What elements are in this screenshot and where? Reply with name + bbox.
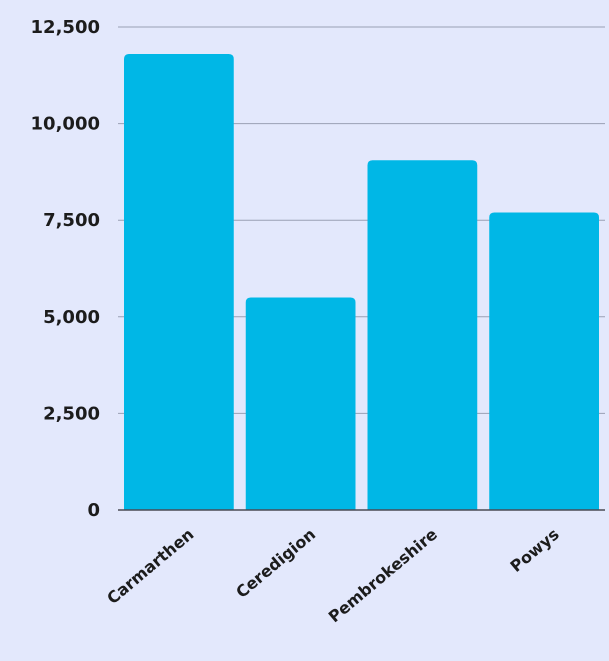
x-tick-label: Powys	[506, 525, 562, 576]
bar-powys	[489, 212, 599, 511]
y-tick-label: 5,000	[43, 307, 100, 328]
bar-pembrokeshire	[367, 160, 478, 511]
bar-carmarthen	[124, 54, 234, 510]
x-tick-label: Carmarthen	[103, 525, 197, 608]
y-tick-label: 0	[87, 500, 100, 521]
x-tick-label: Pembrokeshire	[325, 524, 441, 626]
x-tick-labels: Carmarthen Ceredigion Pembrokeshire Powys	[103, 524, 562, 626]
y-tick-label: 12,500	[31, 17, 100, 38]
y-tick-label: 10,000	[31, 114, 100, 135]
y-tick-labels: 0 2,500 5,000 7,500 10,000 12,500	[31, 17, 100, 521]
bar-ceredigion	[245, 297, 356, 510]
y-tick-label: 2,500	[43, 403, 100, 424]
y-tick-label: 7,500	[43, 210, 100, 231]
bars	[124, 54, 599, 511]
x-tick-label: Ceredigion	[232, 525, 319, 602]
